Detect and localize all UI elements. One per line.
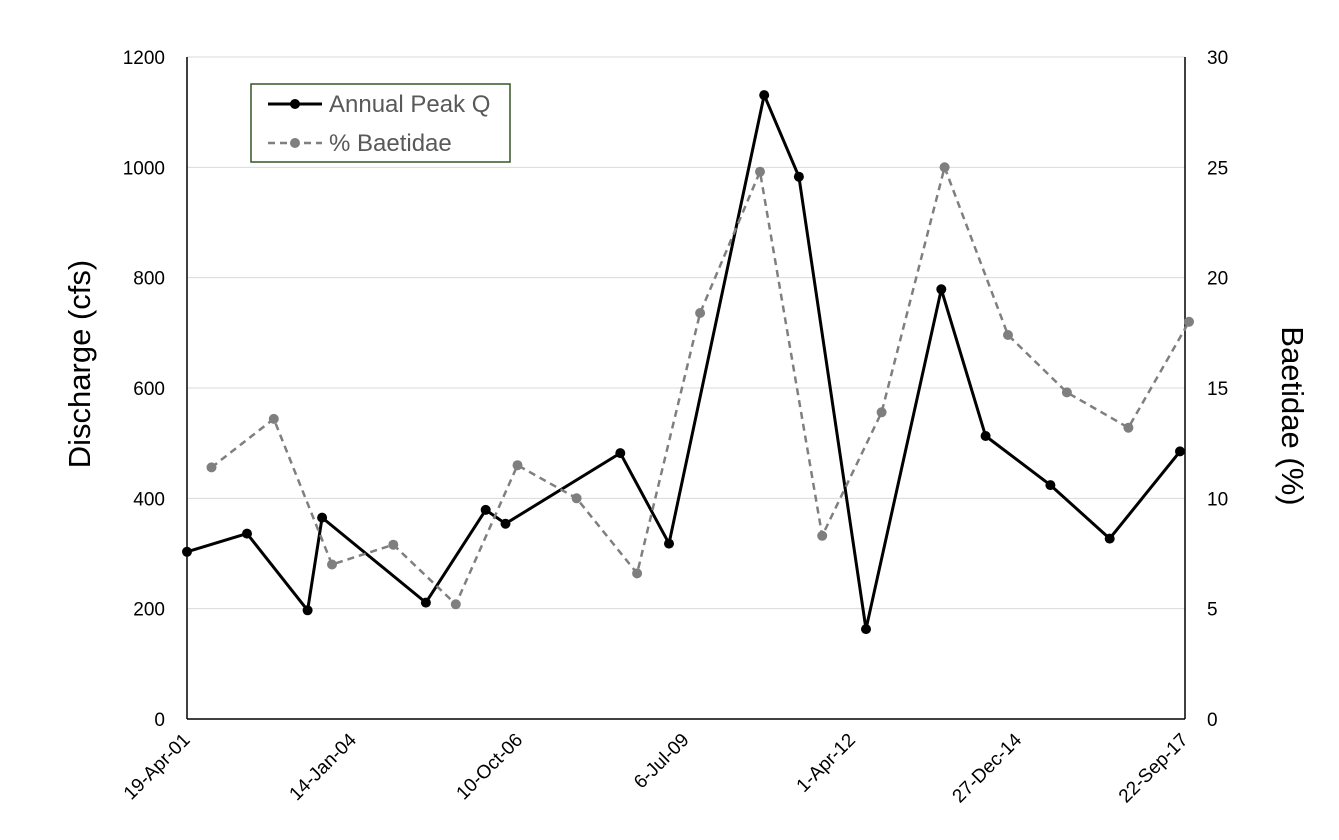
data-point-annual-peak-q [980, 431, 991, 441]
data-point-baetidae [450, 599, 461, 610]
data-point-annual-peak-q [861, 624, 871, 635]
data-point-annual-peak-q [480, 504, 491, 515]
y2-tick-label: 25 [1207, 158, 1228, 179]
y2-axis-label: Baetidae (%) [1275, 326, 1310, 505]
y-tick-label: 200 [133, 600, 165, 621]
data-point-baetidae [632, 568, 643, 579]
series-layer [182, 90, 1194, 635]
data-point-baetidae [939, 162, 950, 173]
data-point-annual-peak-q [317, 512, 328, 523]
data-point-annual-peak-q [500, 518, 511, 529]
data-point-annual-peak-q [1175, 446, 1185, 457]
data-point-annual-peak-q [936, 284, 947, 295]
y2-tick-label: 0 [1207, 710, 1218, 731]
gridlines [187, 56, 1185, 610]
data-point-baetidae [876, 407, 887, 418]
y-tick-label: 1200 [123, 48, 165, 69]
data-point-annual-peak-q [302, 605, 313, 616]
y-tick-label: 400 [133, 489, 165, 510]
data-point-annual-peak-q [1045, 480, 1056, 491]
y2-tick-label: 5 [1207, 600, 1218, 621]
y2-tick-label: 20 [1207, 269, 1228, 290]
y-tick-label: 800 [133, 269, 165, 290]
x-tick-label: 1-Apr-12 [793, 730, 860, 797]
data-point-annual-peak-q [615, 448, 626, 459]
x-tick-label: 10-Oct-06 [453, 730, 528, 805]
data-point-baetidae [1123, 422, 1134, 433]
data-point-baetidae [512, 460, 523, 471]
series-line-baetidae [210, 166, 1191, 606]
series-line-annual-peak-q [186, 93, 1182, 631]
data-point-baetidae [388, 539, 399, 550]
x-tick-label: 19-Apr-01 [120, 730, 195, 805]
data-point-baetidae [1061, 387, 1072, 398]
y-tick-label: 0 [154, 710, 165, 731]
data-point-annual-peak-q [793, 171, 804, 182]
legend-box [250, 83, 511, 163]
data-point-annual-peak-q [420, 597, 431, 608]
legend-label-annual-peak-q: Annual Peak Q [329, 91, 490, 118]
data-point-baetidae [1184, 316, 1194, 327]
data-point-annual-peak-q [182, 546, 192, 557]
data-point-baetidae [1003, 330, 1013, 340]
legend-marker-baetidae [290, 138, 300, 148]
data-point-baetidae [817, 530, 828, 541]
x-tick-label: 14-Jan-04 [286, 729, 362, 805]
y2-tick-label: 30 [1207, 48, 1228, 69]
legend-marker-annual-peak-q [290, 99, 300, 109]
y2-tick-label: 15 [1207, 379, 1228, 400]
y-tick-label: 1000 [123, 158, 165, 179]
legend-label-baetidae: % Baetidae [329, 130, 452, 157]
data-point-annual-peak-q [242, 528, 252, 539]
data-point-baetidae [268, 413, 279, 424]
x-tick-label: 27-Dec-14 [949, 729, 1027, 807]
data-point-annual-peak-q [664, 538, 674, 549]
y-tick-label: 600 [133, 379, 165, 400]
data-point-baetidae [695, 308, 706, 318]
x-tick-label: 6-Jul-09 [630, 730, 693, 793]
data-point-baetidae [327, 559, 337, 570]
data-point-baetidae [755, 166, 765, 177]
y2-tick-label: 10 [1207, 489, 1228, 510]
legend: Annual Peak Q % Baetidae [250, 83, 511, 163]
data-point-baetidae [206, 462, 217, 473]
x-tick-label: 22-Sep-17 [1115, 730, 1193, 808]
axes [186, 57, 1186, 720]
data-point-annual-peak-q [759, 90, 770, 101]
data-point-baetidae [571, 493, 582, 504]
y-axis-label: Discharge (cfs) [62, 260, 97, 468]
data-point-annual-peak-q [1104, 533, 1115, 544]
